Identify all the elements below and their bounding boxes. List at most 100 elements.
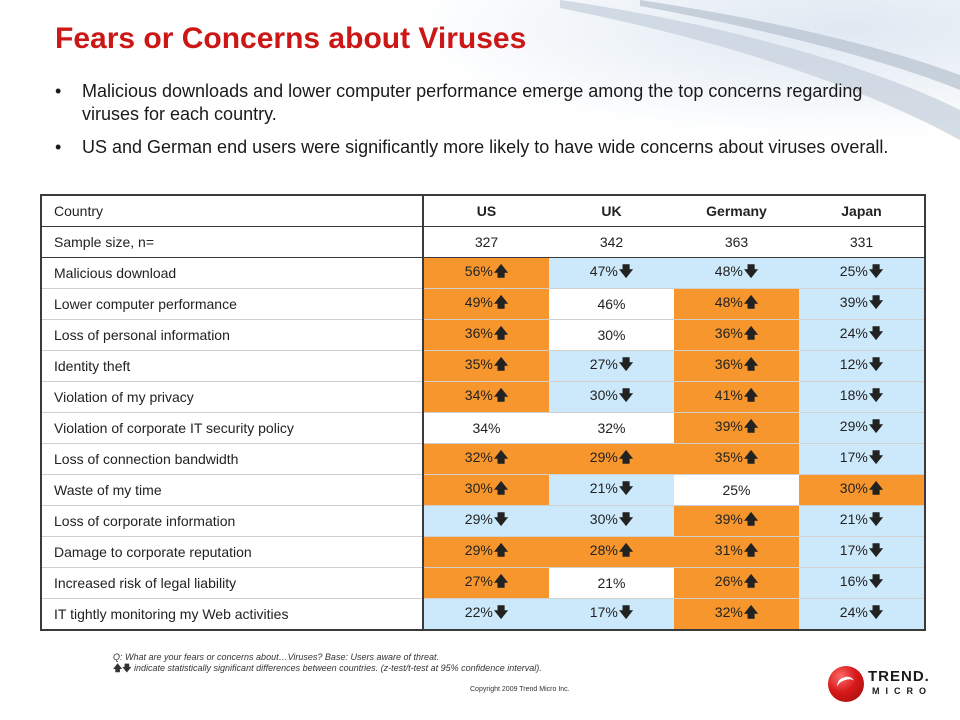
cell-value: 35%	[464, 356, 493, 372]
arrow-down-icon: 🡇	[493, 511, 509, 527]
bullet-glyph: •	[55, 137, 62, 157]
cell-uk: 30%🡇	[549, 381, 674, 413]
table-row: Malicious download 56%🡅 47%🡇 48%🡇 25%🡇	[41, 257, 925, 289]
cell-value: 27%	[589, 356, 618, 372]
cell-value: 22%	[464, 604, 493, 620]
footnote: Q: What are your fears or concerns about…	[113, 652, 542, 674]
arrow-up-icon: 🡅	[618, 449, 634, 465]
cell-japan: 12%🡇	[799, 350, 925, 382]
cell-value: 21%	[589, 480, 618, 496]
cell-value: 48%	[714, 294, 743, 310]
cell-germany: 32%🡅	[674, 598, 799, 630]
cell-value: 34%	[464, 387, 493, 403]
arrow-down-icon: 🡇	[868, 511, 884, 527]
sample-uk: 342	[549, 226, 674, 258]
cell-value: 30%	[839, 480, 868, 496]
arrow-up-icon: 🡅	[743, 325, 759, 341]
cell-value: 49%	[464, 294, 493, 310]
cell-japan: 24%🡇	[799, 598, 925, 630]
cell-germany: 39%🡅	[674, 412, 799, 444]
cell-value: 30%	[597, 327, 626, 343]
bullet-glyph: •	[55, 81, 62, 101]
arrow-down-icon: 🡇	[618, 511, 634, 527]
cell-value: 39%	[714, 511, 743, 527]
table-row: Identity theft 35%🡅 27%🡇 36% 🡅 12%🡇	[41, 350, 925, 382]
cell-uk: 28%🡅	[549, 536, 674, 568]
cell-uk: 27%🡇	[549, 350, 674, 382]
concerns-table: Country US UK Germany Japan Sample size,…	[40, 194, 926, 631]
cell-japan: 24%🡇	[799, 319, 925, 351]
trend-micro-logo: TREND. MICRO	[828, 664, 948, 714]
row-label: Loss of personal information	[41, 319, 424, 351]
cell-us: 35%🡅	[423, 350, 549, 382]
logo-text-trend: TREND.	[868, 668, 930, 685]
table-row: Violation of corporate IT security polic…	[41, 412, 925, 444]
cell-value: 17%	[839, 449, 868, 465]
row-label: Waste of my time	[41, 474, 424, 506]
sample-size-row: Sample size, n= 327 342 363 331	[41, 226, 925, 258]
cell-germany: 39%🡅	[674, 505, 799, 537]
sample-label: Sample size, n=	[41, 226, 424, 258]
cell-value: 28%	[589, 542, 618, 558]
cell-value: 47%	[589, 263, 618, 279]
cell-value: 35%	[714, 449, 743, 465]
cell-value: 48%	[714, 263, 743, 279]
cell-value: 56%	[464, 263, 493, 279]
arrow-up-icon: 🡅	[868, 480, 884, 496]
header-us: US	[423, 195, 549, 227]
arrow-up-icon: 🡅	[493, 480, 509, 496]
bullet-list: • Malicious downloads and lower computer …	[55, 80, 915, 169]
table-row: Violation of my privacy 34%🡅 30%🡇 41%🡅 18%🡇	[41, 381, 925, 413]
cell-germany: 48%🡅	[674, 288, 799, 320]
cell-us: 29%🡇	[423, 505, 549, 537]
cell-germany: 31%🡅	[674, 536, 799, 568]
row-label: IT tightly monitoring my Web activities	[41, 598, 424, 630]
arrow-up-icon: 🡅	[493, 263, 509, 279]
arrow-down-icon: 🡇	[868, 387, 884, 403]
cell-value: 26%	[714, 573, 743, 589]
table-header-row: Country US UK Germany Japan	[41, 195, 925, 227]
cell-germany: 36%🡅	[674, 319, 799, 351]
cell-value: 34%	[472, 420, 501, 436]
arrow-up-icon: 🡅	[743, 387, 759, 403]
table-row: Loss of personal information 36%🡅 30% 36%🡅 2…	[41, 319, 925, 351]
cell-uk: 29%🡅	[549, 443, 674, 475]
arrow-up-icon: 🡅	[618, 542, 634, 558]
cell-value: 18%	[839, 387, 868, 403]
cell-germany: 35%🡅	[674, 443, 799, 475]
header-japan: Japan	[799, 195, 925, 227]
row-label: Loss of connection bandwidth	[41, 443, 424, 475]
logo-ball-icon	[828, 666, 864, 702]
cell-value: 39%	[714, 418, 743, 434]
arrow-up-icon: 🡅	[493, 294, 509, 310]
cell-japan: 17%🡇	[799, 536, 925, 568]
cell-uk: 32%	[549, 412, 674, 444]
bullet-item: • US and German end users were significan…	[55, 136, 915, 159]
cell-value: 36%	[714, 356, 743, 372]
arrow-up-icon: 🡅	[493, 325, 509, 341]
arrow-up-icon: 🡅	[493, 356, 509, 372]
arrow-down-icon: 🡇	[618, 263, 634, 279]
cell-germany: 25%	[674, 474, 799, 506]
table-row: Increased risk of legal liability 27%🡅 21%…	[41, 567, 925, 599]
row-label: Violation of my privacy	[41, 381, 424, 413]
bullet-text: US and German end users were significant…	[82, 137, 889, 157]
cell-value: 27%	[464, 573, 493, 589]
table-row: Loss of connection bandwidth 32% 🡅 29%🡅 35%🡅…	[41, 443, 925, 475]
cell-value: 32%	[597, 420, 626, 436]
cell-us: 30%🡅	[423, 474, 549, 506]
cell-us: 49%🡅	[423, 288, 549, 320]
arrow-down-icon: 🡇	[868, 573, 884, 589]
table-row: Loss of corporate information 29%🡇 30%🡇 39%…	[41, 505, 925, 537]
table-row: Lower computer performance 49%🡅 46% 48%🡅 39%…	[41, 288, 925, 320]
arrow-down-icon: 🡇	[618, 387, 634, 403]
arrow-up-icon: 🡅	[743, 511, 759, 527]
cell-japan: 29%🡇	[799, 412, 925, 444]
arrow-up-icon: 🡅	[493, 542, 509, 558]
row-label: Malicious download	[41, 257, 424, 289]
cell-value: 36%	[714, 325, 743, 341]
row-label: Identity theft	[41, 350, 424, 382]
cell-value: 24%	[839, 604, 868, 620]
cell-value: 32%	[464, 449, 493, 465]
logo-text-micro: MICRO	[872, 686, 932, 696]
